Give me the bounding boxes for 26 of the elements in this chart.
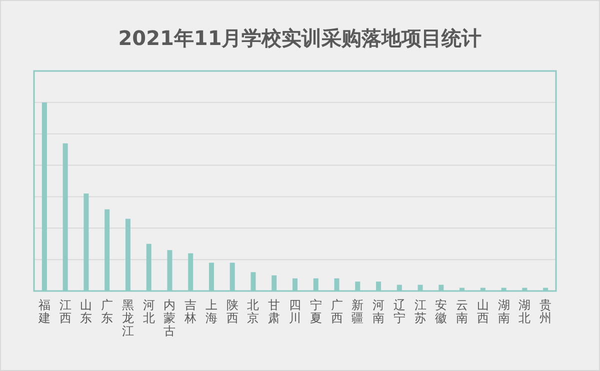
x-tick-label: 吉林 [184,298,197,325]
x-tick-label: 广东 [101,298,114,325]
x-tick-label: 安徽 [435,298,448,325]
x-tick-label: 云南 [456,298,468,325]
x-tick-label: 宁夏 [310,298,322,325]
x-tick-label: 辽宁 [393,298,406,325]
x-tick-label: 新疆 [352,298,364,325]
x-tick-label: 贵州 [540,298,552,325]
x-tick-label: 黑龙江 [122,298,134,338]
x-tick-label: 陕西 [226,298,238,325]
x-tick-label: 山东 [80,298,92,325]
x-tick-label: 广西 [330,298,343,325]
x-tick-label: 福建 [37,298,50,325]
x-tick-label: 北京 [247,298,260,325]
x-tick-label: 内蒙古 [164,298,176,338]
x-tick-label: 河北 [142,298,155,325]
x-tick-label: 江西 [59,298,72,325]
x-tick-label: 江苏 [414,298,426,325]
x-tick-label: 河南 [372,298,385,325]
x-tick-label: 湖南 [498,298,510,325]
x-tick-label: 山西 [476,298,489,325]
x-tick-label: 上海 [205,298,218,325]
x-tick-label: 四川 [289,298,301,325]
chart-title: 2021年11月学校实训采购落地项目统计 [118,26,482,50]
x-tick-label: 湖北 [518,298,531,325]
x-tick-label: 甘肃 [268,298,280,325]
